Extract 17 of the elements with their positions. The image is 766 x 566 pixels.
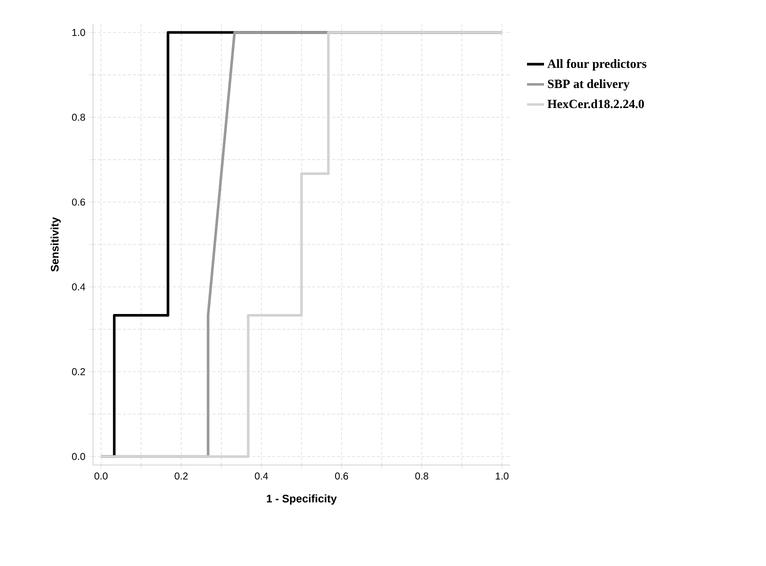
y-tick-label: 0.6 [72,198,86,206]
x-tick-label: 0.6 [335,472,348,480]
x-tick-label: 0.8 [415,472,428,480]
y-tick-label: 1.0 [72,28,86,36]
x-axis-title: 1 - Specificity [266,494,337,505]
x-tick-label: 0.0 [94,472,108,480]
legend-label: SBP at delivery [548,79,630,91]
x-tick-label: 0.4 [254,472,268,480]
x-tick-label: 0.2 [174,472,188,480]
legend-label: All four predictors [547,59,646,70]
legend-label: HexCer.d18.2.24.0 [548,99,644,108]
y-tick-label: 0.4 [72,283,86,290]
y-tick-label: 0.8 [72,114,86,121]
y-axis-title: Sensitivity [50,217,61,272]
y-tick-label: 0.2 [72,368,85,376]
x-tick-label: 1.0 [496,472,509,480]
y-tick-label: 0.0 [72,452,86,460]
